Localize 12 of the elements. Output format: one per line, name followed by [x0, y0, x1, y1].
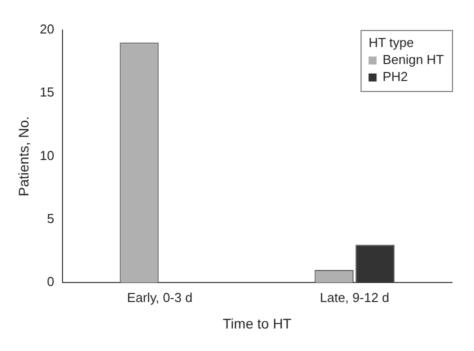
y-tick-label: 0: [47, 274, 54, 290]
x-tick-label: Late, 9-12 d: [320, 290, 390, 305]
x-axis-title: Time to HT: [222, 315, 292, 332]
y-axis-title: Patients, No.: [15, 116, 32, 196]
x-tick-label: Early, 0-3 d: [126, 290, 192, 305]
legend-title: HT type: [368, 35, 414, 50]
y-tick-label: 5: [47, 211, 54, 226]
legend-label: PH2: [382, 69, 408, 84]
y-tick-label: 15: [40, 84, 54, 100]
legend-label: Benign HT: [382, 52, 444, 68]
y-tick-label: 10: [40, 148, 54, 163]
y-tick-label: 20: [40, 22, 54, 37]
